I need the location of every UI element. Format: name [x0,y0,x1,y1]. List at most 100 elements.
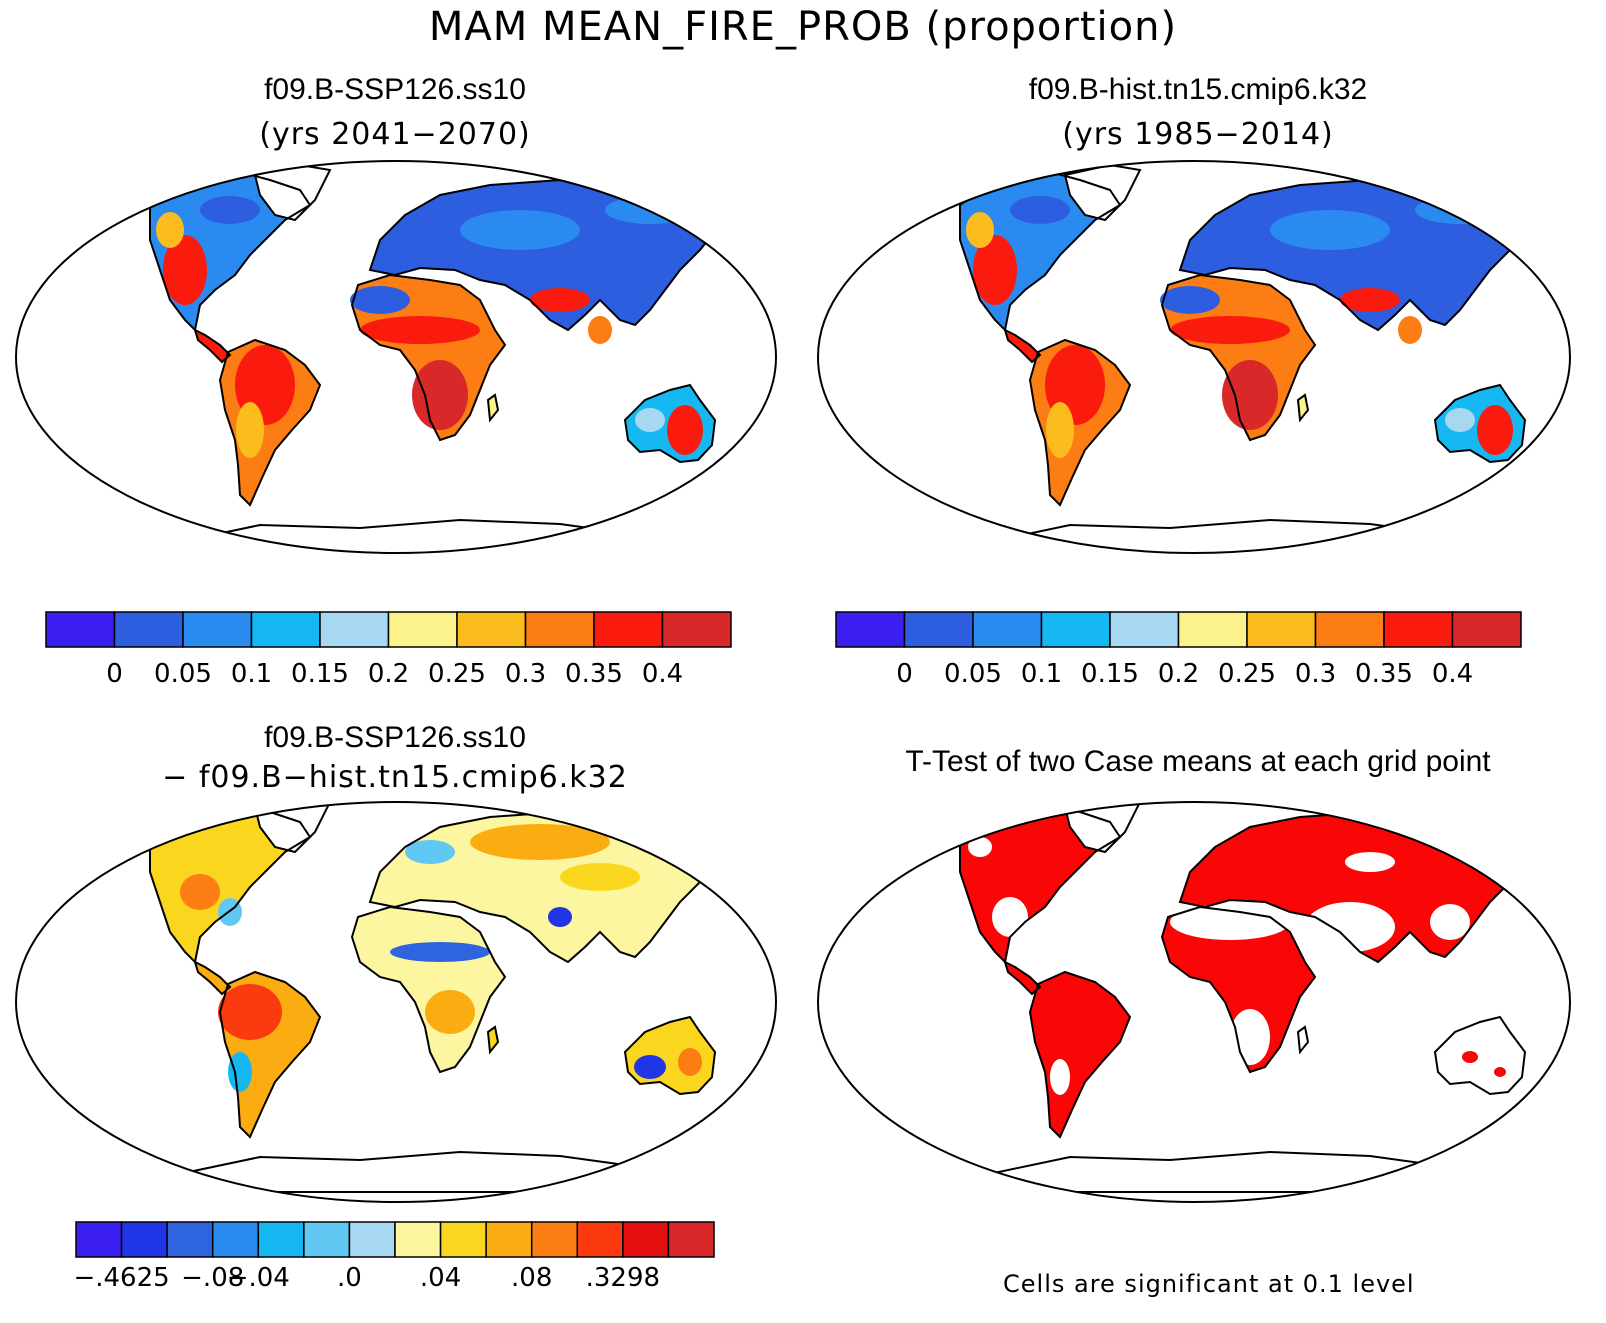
coastline-eurasia [1178,808,1557,964]
colorbar-tick-label: 0.05 [154,659,212,689]
colorbar-swatch [387,611,458,648]
map-boundary [817,801,1571,1203]
coastline-africa [350,905,507,1074]
colorbar-tick-label: 0.4 [1432,659,1473,689]
colorbar-tick-label: 0.1 [231,659,272,689]
field-blob [635,408,665,432]
colorbar-tick-label: 0.05 [944,659,1002,689]
coastline-greenland [253,802,332,854]
colorbar-swatch [835,611,906,648]
field-blob [236,402,264,458]
coastline-north-america [149,170,312,333]
field-blob [1445,408,1475,432]
land-central-america [1005,962,1040,994]
colorbar-swatch [319,611,390,648]
field-blob [1462,1051,1478,1063]
field-blob [460,210,580,250]
coastline-eurasia [1178,176,1557,332]
field-blob [1398,316,1422,344]
colorbar-tick-label: 0 [106,659,123,689]
map-boundary [817,160,1571,554]
colorbar-swatch [1246,611,1317,648]
field-blob [530,288,590,312]
coastline-antarctica [162,1150,724,1193]
field-blob [973,235,1017,305]
panel-title-future: f09.B-SSP126.ss10 [264,73,526,106]
field-blob [360,316,480,344]
colorbar-tick-label: −.04 [227,1263,290,1293]
colorbar-swatch [593,611,664,648]
colorbar-tick-label: 0.4 [642,659,683,689]
colorbar-swatch [257,1221,305,1258]
colorbar-swatch [211,1221,260,1258]
colorbar-tick-label: −.08 [181,1263,244,1293]
panel-title-diff: f09.B-SSP126.ss10 [264,721,526,754]
map-boundary [15,801,777,1203]
field-blob [560,863,640,891]
coastline-antarctica [972,1150,1534,1193]
field-blob [200,196,260,224]
colorbar-swatch [524,611,595,648]
colorbar-tick-label: .3298 [586,1263,660,1293]
map-panel-ttest [817,801,1571,1203]
coastline-eurasia [368,176,747,332]
field-blob [667,405,703,455]
field-blob [605,196,695,224]
field-blob [1477,405,1513,455]
colorbar-future: 0 0.05 0.1 0.15 0.2 0.25 0.3 0.35 0.4 [45,611,732,689]
field-blob [634,1055,666,1079]
colorbar-swatch [45,611,116,648]
colorbar-swatch [1109,611,1180,648]
colorbar-tick-label: .0 [337,1263,362,1293]
field-blob [470,824,610,860]
field-blob [156,212,184,248]
field-blob [390,942,490,962]
land-greenland [1065,165,1140,220]
colorbar-tick-label: 0.35 [1355,659,1413,689]
coastline-africa [1160,905,1317,1074]
coastline-south-america [1028,338,1132,507]
colorbar-tick-label: 0.2 [368,659,409,689]
colorbar-swatch [1040,611,1111,648]
field-blob [1305,902,1395,952]
field-blob [968,837,992,857]
land-greenland [255,165,330,220]
colorbar-swatch [576,1221,624,1258]
colorbar-swatch [456,611,527,648]
field-blob [228,1052,252,1092]
field-blob [1170,316,1290,344]
coastline-south-america [218,338,322,507]
field-blob [1010,196,1070,224]
field-blob [405,840,455,864]
panel-title-hist: f09.B-hist.tn15.cmip6.k32 [1028,73,1368,106]
coastline-south-america [1028,970,1132,1139]
coastline-africa [350,273,507,442]
field-blob [992,897,1028,937]
map-boundary [15,160,777,554]
colorbar-tick-label: 0.15 [1081,659,1139,689]
colorbar-tick-label: 0.3 [1295,659,1336,689]
colorbar-tick-label: 0 [896,659,913,689]
colorbar-swatch [120,1221,168,1258]
field-blob [163,235,207,305]
colorbar-hist: 0 0.05 0.1 0.15 0.2 0.25 0.3 0.35 0.4 [835,611,1522,689]
field-blob [425,990,475,1034]
colorbar-tick-label: 0.2 [1158,659,1199,689]
land-central-america [195,330,230,362]
coastline-australia [1433,1015,1527,1096]
colorbar-swatch [972,611,1043,648]
colorbar-tick-label: 0.25 [428,659,486,689]
field-blob [678,1048,702,1076]
colorbar-swatch [1451,611,1522,648]
colorbar-diff: −.4625 −.08−.04 .0 .04 .08 .3298 [73,1221,715,1293]
panel-title-ttest: T-Test of two Case means at each grid po… [905,745,1491,778]
colorbar-swatch [1177,611,1248,648]
colorbar-tick-label: 0.25 [1218,659,1276,689]
colorbar-swatch [348,1221,396,1258]
colorbar-tick-label: 0.15 [291,659,349,689]
field-blob [1050,1059,1070,1095]
colorbar-swatch [182,611,253,648]
map-panel-future [15,160,777,554]
field-blob [1340,288,1400,312]
colorbar-swatch [303,1221,351,1258]
